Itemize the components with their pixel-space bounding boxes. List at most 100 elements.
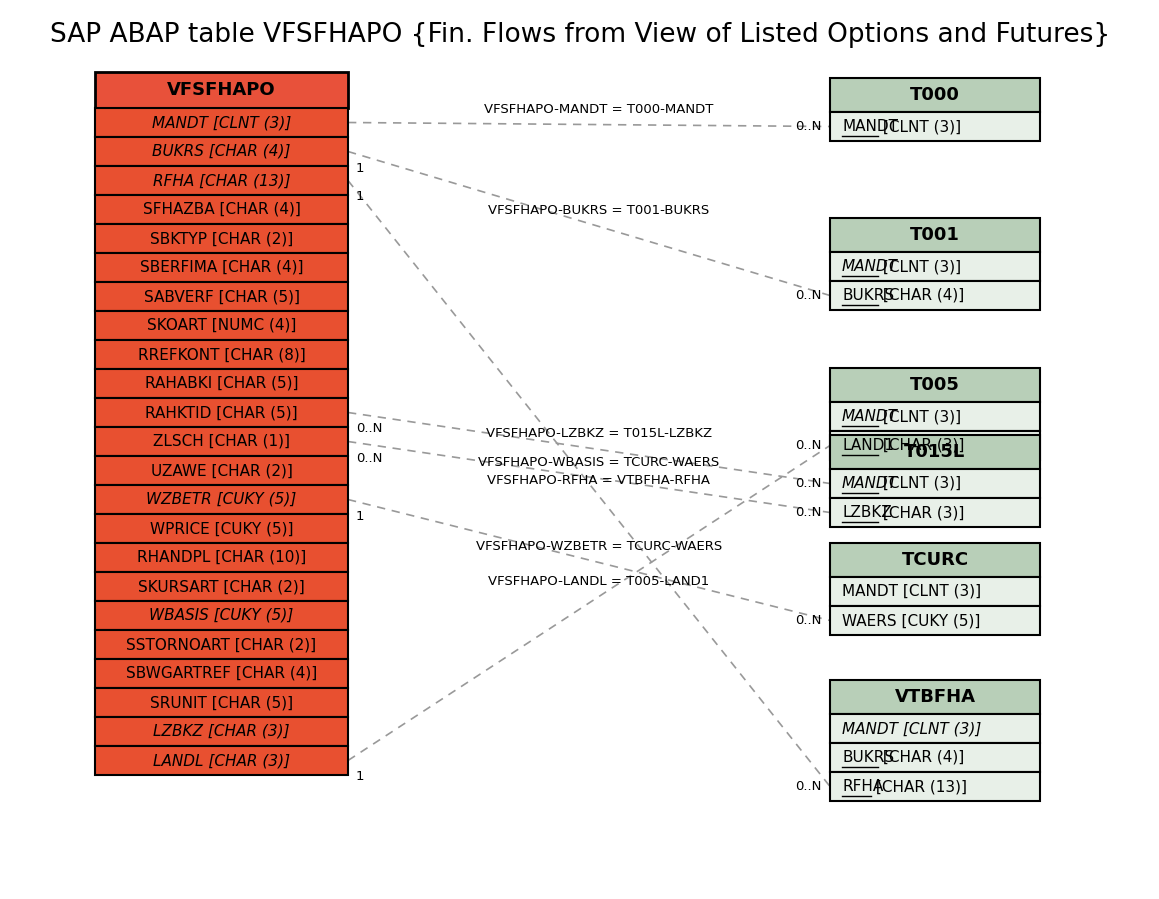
Bar <box>95 108 348 137</box>
Text: 0..N: 0..N <box>356 423 382 435</box>
Bar <box>95 659 348 688</box>
Bar <box>830 606 1040 635</box>
Text: RAHKTID [CHAR (5)]: RAHKTID [CHAR (5)] <box>145 405 298 420</box>
Bar <box>830 281 1040 310</box>
Text: MANDT: MANDT <box>841 119 898 134</box>
Text: MANDT: MANDT <box>841 409 898 424</box>
Bar <box>830 469 1040 498</box>
Text: T001: T001 <box>910 226 960 244</box>
Text: WAERS [CUKY (5)]: WAERS [CUKY (5)] <box>841 613 981 628</box>
Text: UZAWE [CHAR (2)]: UZAWE [CHAR (2)] <box>151 463 292 478</box>
Bar <box>95 543 348 572</box>
Text: VFSFHAPO-WBASIS = TCURC-WAERS: VFSFHAPO-WBASIS = TCURC-WAERS <box>478 457 720 469</box>
Bar <box>830 743 1040 772</box>
Text: RREFKONT [CHAR (8)]: RREFKONT [CHAR (8)] <box>138 347 305 362</box>
Text: BUKRS: BUKRS <box>841 750 894 765</box>
Text: 0..N: 0..N <box>356 451 382 465</box>
Text: [CLNT (3)]: [CLNT (3)] <box>879 476 961 491</box>
Text: BUKRS [CHAR (4)]: BUKRS [CHAR (4)] <box>152 144 291 159</box>
Text: BUKRS: BUKRS <box>841 288 894 303</box>
Text: WBASIS [CUKY (5)]: WBASIS [CUKY (5)] <box>150 608 293 623</box>
Bar <box>95 224 348 253</box>
Text: T000: T000 <box>910 86 960 104</box>
Bar <box>830 78 1040 112</box>
Bar <box>95 137 348 166</box>
Text: SRUNIT [CHAR (5)]: SRUNIT [CHAR (5)] <box>150 695 293 710</box>
Text: MANDT: MANDT <box>841 476 898 491</box>
Bar <box>95 746 348 775</box>
Text: SABVERF [CHAR (5)]: SABVERF [CHAR (5)] <box>144 289 299 304</box>
Text: TCURC: TCURC <box>902 551 969 569</box>
Bar <box>830 680 1040 714</box>
Text: [CHAR (13)]: [CHAR (13)] <box>870 779 967 794</box>
Bar <box>95 398 348 427</box>
Bar <box>830 772 1040 801</box>
Bar <box>95 514 348 543</box>
Bar <box>830 435 1040 469</box>
Bar <box>95 340 348 369</box>
Bar <box>95 195 348 224</box>
Bar <box>95 572 348 601</box>
Text: 1: 1 <box>356 510 364 522</box>
Text: SSTORNOART [CHAR (2)]: SSTORNOART [CHAR (2)] <box>126 637 316 652</box>
Bar <box>95 369 348 398</box>
Text: [CLNT (3)]: [CLNT (3)] <box>879 259 961 274</box>
Text: VFSFHAPO-RFHA = VTBFHA-RFHA: VFSFHAPO-RFHA = VTBFHA-RFHA <box>487 474 710 486</box>
Text: SFHAZBA [CHAR (4)]: SFHAZBA [CHAR (4)] <box>143 202 300 217</box>
Text: LANDL [CHAR (3)]: LANDL [CHAR (3)] <box>153 753 290 768</box>
Text: 0..N: 0..N <box>795 439 822 452</box>
Text: [CHAR (3)]: [CHAR (3)] <box>879 505 964 520</box>
Text: 1: 1 <box>356 770 364 784</box>
Bar <box>830 368 1040 402</box>
Bar <box>95 311 348 340</box>
Text: VFSFHAPO-MANDT = T000-MANDT: VFSFHAPO-MANDT = T000-MANDT <box>484 102 713 116</box>
Text: RHANDPL [CHAR (10)]: RHANDPL [CHAR (10)] <box>137 550 306 565</box>
Text: SBKTYP [CHAR (2)]: SBKTYP [CHAR (2)] <box>150 231 293 246</box>
Bar <box>95 688 348 717</box>
Text: VFSFHAPO-WZBETR = TCURC-WAERS: VFSFHAPO-WZBETR = TCURC-WAERS <box>475 540 722 554</box>
Text: VFSFHAPO: VFSFHAPO <box>167 81 276 99</box>
Text: LAND1: LAND1 <box>841 438 894 453</box>
Text: 0..N: 0..N <box>795 506 822 519</box>
Text: [CHAR (4)]: [CHAR (4)] <box>879 750 964 765</box>
Bar <box>95 253 348 282</box>
Text: T005: T005 <box>910 376 960 394</box>
Text: WPRICE [CUKY (5)]: WPRICE [CUKY (5)] <box>150 521 293 536</box>
Text: [CLNT (3)]: [CLNT (3)] <box>879 409 961 424</box>
Text: RFHA: RFHA <box>841 779 883 794</box>
Bar <box>830 498 1040 527</box>
Text: VFSFHAPO-LANDL = T005-LAND1: VFSFHAPO-LANDL = T005-LAND1 <box>488 574 709 588</box>
Text: 0..N: 0..N <box>795 614 822 627</box>
Bar <box>830 218 1040 252</box>
Text: [CHAR (3)]: [CHAR (3)] <box>879 438 964 453</box>
Text: RFHA [CHAR (13)]: RFHA [CHAR (13)] <box>153 173 290 188</box>
Text: SKOART [NUMC (4)]: SKOART [NUMC (4)] <box>147 318 297 333</box>
Bar <box>830 543 1040 577</box>
Text: 1: 1 <box>356 162 364 174</box>
Text: 1: 1 <box>356 191 364 203</box>
Text: ZLSCH [CHAR (1)]: ZLSCH [CHAR (1)] <box>153 434 290 449</box>
Text: 0..N: 0..N <box>795 477 822 490</box>
Text: SBERFIMA [CHAR (4)]: SBERFIMA [CHAR (4)] <box>140 260 304 275</box>
Text: 0..N: 0..N <box>795 289 822 302</box>
Bar <box>95 456 348 485</box>
Bar <box>95 601 348 630</box>
Text: VFSFHAPO-BUKRS = T001-BUKRS: VFSFHAPO-BUKRS = T001-BUKRS <box>488 204 709 218</box>
Text: SBWGARTREF [CHAR (4)]: SBWGARTREF [CHAR (4)] <box>126 666 318 681</box>
Bar <box>95 427 348 456</box>
Text: MANDT [CLNT (3)]: MANDT [CLNT (3)] <box>841 721 982 736</box>
Text: WZBETR [CUKY (5)]: WZBETR [CUKY (5)] <box>146 492 297 507</box>
Text: LZBKZ [CHAR (3)]: LZBKZ [CHAR (3)] <box>153 724 290 739</box>
Text: [CHAR (4)]: [CHAR (4)] <box>879 288 964 303</box>
Text: LZBKZ: LZBKZ <box>841 505 891 520</box>
Text: 0..N: 0..N <box>795 120 822 133</box>
Bar <box>95 282 348 311</box>
Bar <box>830 431 1040 460</box>
Bar <box>830 402 1040 431</box>
Bar <box>95 166 348 195</box>
Bar <box>830 577 1040 606</box>
Bar <box>95 630 348 659</box>
Text: MANDT [CLNT (3)]: MANDT [CLNT (3)] <box>152 115 291 130</box>
Bar <box>95 72 348 108</box>
Text: RAHABKI [CHAR (5)]: RAHABKI [CHAR (5)] <box>145 376 298 391</box>
